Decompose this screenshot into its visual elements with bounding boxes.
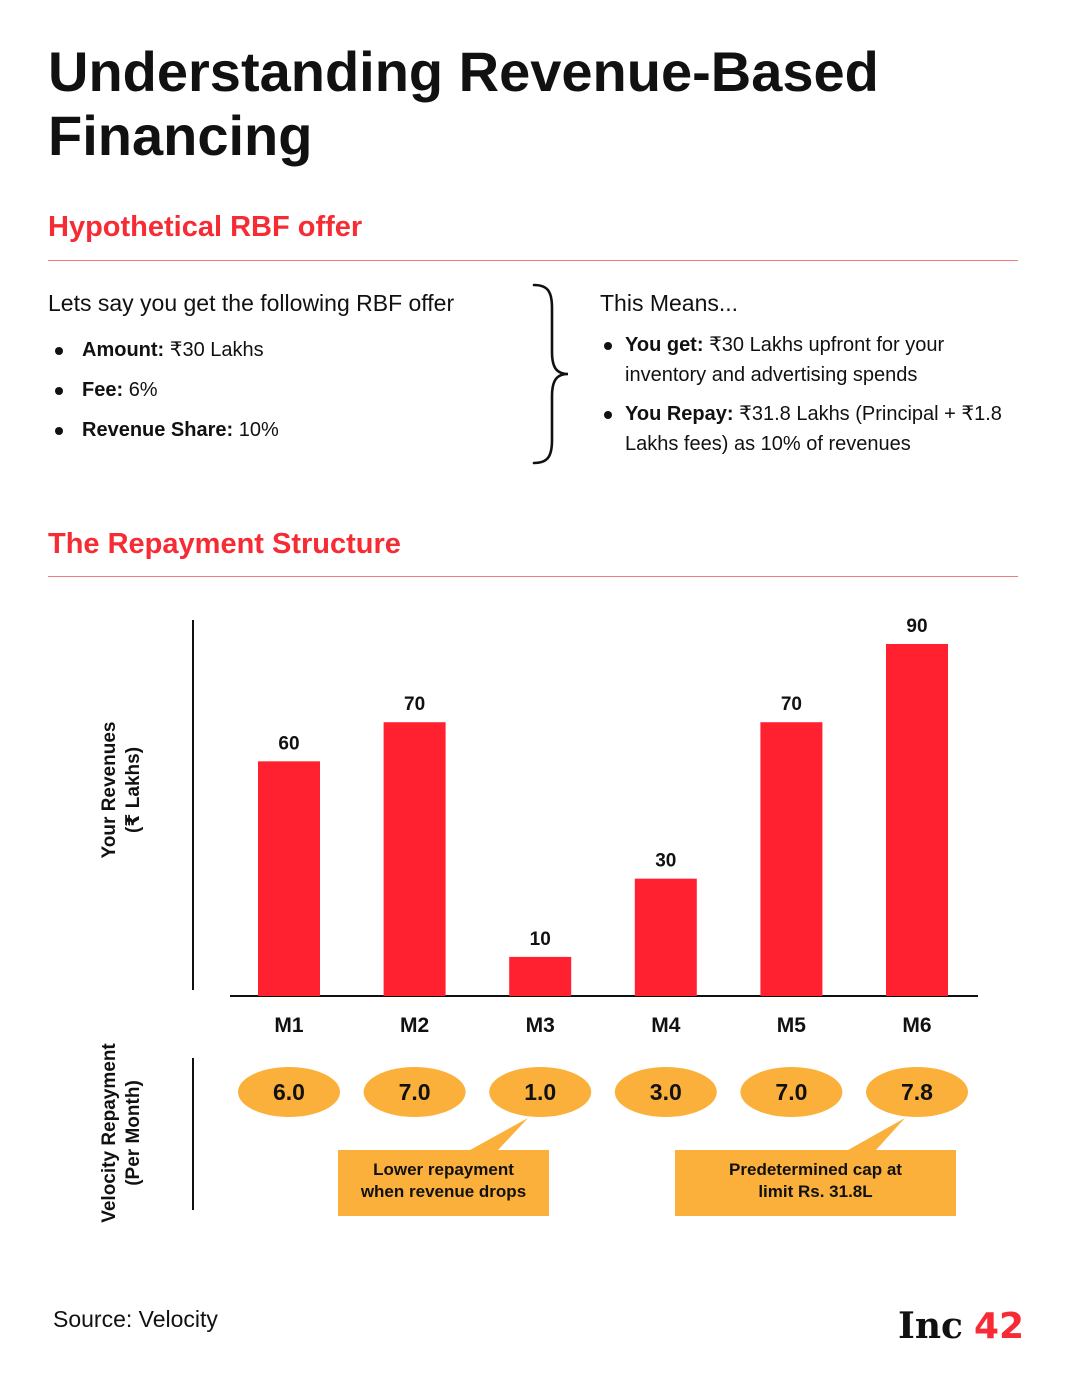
- bar-m1: [258, 761, 320, 996]
- repayment-pill: [363, 1067, 466, 1117]
- repayment-value: 7.8: [901, 1079, 933, 1105]
- bar-m2: [383, 722, 446, 996]
- callout-text-line: when revenue drops: [360, 1182, 526, 1201]
- data-label: 90: [906, 616, 927, 637]
- repayment-value: 7.0: [399, 1079, 431, 1105]
- repayment-pill: [489, 1067, 592, 1117]
- callout-pointer: [848, 1118, 905, 1150]
- offer-item-fee: Fee: 6%: [55, 376, 279, 416]
- means-item-value: ₹31.8 Lakhs (Principal + ₹1.8 Lakhs fees…: [625, 403, 1002, 455]
- offer-item-amount: Amount: ₹30 Lakhs: [55, 336, 279, 376]
- repayment-chart: Your Revenues (₹ Lakhs) Velocity Repayment…: [99, 616, 978, 1223]
- offer-intro: Lets say you get the following RBF offer: [48, 290, 455, 316]
- means-title: This Means...: [600, 290, 739, 316]
- tick-label: M6: [902, 1014, 931, 1037]
- data-label: 70: [781, 694, 802, 715]
- repayment-pill: [740, 1067, 843, 1117]
- repayment-value: 6.0: [273, 1079, 305, 1105]
- means-item-repay: You Repay: ₹31.8 Lakhs (Principal + ₹1.8…: [604, 399, 1024, 459]
- repayment-axis-label-line: Velocity Repayment: [99, 1043, 120, 1223]
- means-item-label: You Repay:: [625, 403, 734, 425]
- data-label: 30: [655, 851, 676, 872]
- repayment-value: 1.0: [524, 1079, 556, 1105]
- repayment-axis-label-line: (Per Month): [123, 1080, 144, 1186]
- repayment-value: 7.0: [775, 1079, 807, 1105]
- bar-m3: [509, 956, 572, 996]
- bullet-icon: [55, 427, 63, 435]
- logo-text: Inc: [898, 1305, 963, 1346]
- offer-item-label: Amount:: [82, 339, 165, 361]
- tick-label: M3: [526, 1014, 555, 1037]
- data-label: 10: [530, 929, 551, 950]
- means-item-label: You get:: [625, 334, 704, 356]
- offer-item-value: ₹30 Lakhs: [169, 339, 264, 361]
- tick-label: M5: [777, 1014, 806, 1037]
- callout-text-line: Predetermined cap at: [729, 1160, 902, 1179]
- callout-text: Lower repayment when revenue drops: [360, 1160, 526, 1201]
- callout-box: [675, 1150, 956, 1216]
- data-label: 60: [278, 733, 299, 754]
- page-title: Understanding Revenue-Based Financing: [48, 40, 879, 167]
- y-axis-label: Your Revenues (₹ Lakhs): [99, 722, 144, 859]
- offer-item-revenue-share: Revenue Share: 10%: [55, 416, 279, 456]
- offer-item-value: 10%: [238, 419, 279, 441]
- repayment-value: 3.0: [650, 1079, 682, 1105]
- bar-m5: [760, 722, 823, 996]
- means-item-get: You get: ₹30 Lakhs upfront for your inve…: [604, 330, 1024, 390]
- bullet-icon: [604, 411, 612, 419]
- y-axis-label-line: (₹ Lakhs): [123, 747, 144, 833]
- callout-pointer: [470, 1118, 528, 1150]
- bullet-icon: [55, 387, 63, 395]
- repayment-axis-label: Velocity Repayment (Per Month): [99, 1043, 144, 1223]
- callout-box: [338, 1150, 549, 1216]
- repayment-pill: [238, 1067, 340, 1117]
- bar-m4: [634, 878, 697, 996]
- inc42-logo: Inc 42: [898, 1305, 1024, 1346]
- callout-text: Predetermined cap at limit Rs. 31.8L: [729, 1160, 902, 1201]
- repayment-pill: [614, 1067, 717, 1117]
- means-list: You get: ₹30 Lakhs upfront for your inve…: [604, 330, 1024, 468]
- callout-text-line: Lower repayment: [373, 1160, 514, 1179]
- tick-label: M2: [400, 1014, 429, 1037]
- structure-divider: [48, 576, 1018, 577]
- offer-item-label: Fee:: [82, 379, 124, 401]
- offer-item-value: 6%: [128, 379, 158, 401]
- offer-item-label: Revenue Share:: [82, 419, 234, 441]
- y-axis-label-line: Your Revenues: [99, 722, 120, 859]
- data-label: 70: [404, 694, 425, 715]
- bar-m6: [886, 644, 948, 996]
- offer-list: Amount: ₹30 Lakhs Fee: 6% Revenue Share:…: [55, 336, 279, 456]
- tick-label: M1: [274, 1014, 303, 1037]
- logo-number: 42: [974, 1306, 1024, 1346]
- bullet-icon: [604, 342, 612, 350]
- bullet-icon: [55, 347, 63, 355]
- offer-heading: Hypothetical RBF offer: [48, 211, 363, 243]
- tick-label: M4: [651, 1014, 680, 1037]
- means-item-value: ₹30 Lakhs upfront for your inventory and…: [625, 334, 945, 386]
- callout-text-line: limit Rs. 31.8L: [758, 1182, 872, 1201]
- curly-brace-icon: [532, 283, 569, 465]
- offer-divider: [48, 260, 1018, 261]
- source-note: Source: Velocity: [53, 1306, 218, 1332]
- structure-heading: The Repayment Structure: [48, 528, 401, 560]
- repayment-pill: [866, 1067, 968, 1117]
